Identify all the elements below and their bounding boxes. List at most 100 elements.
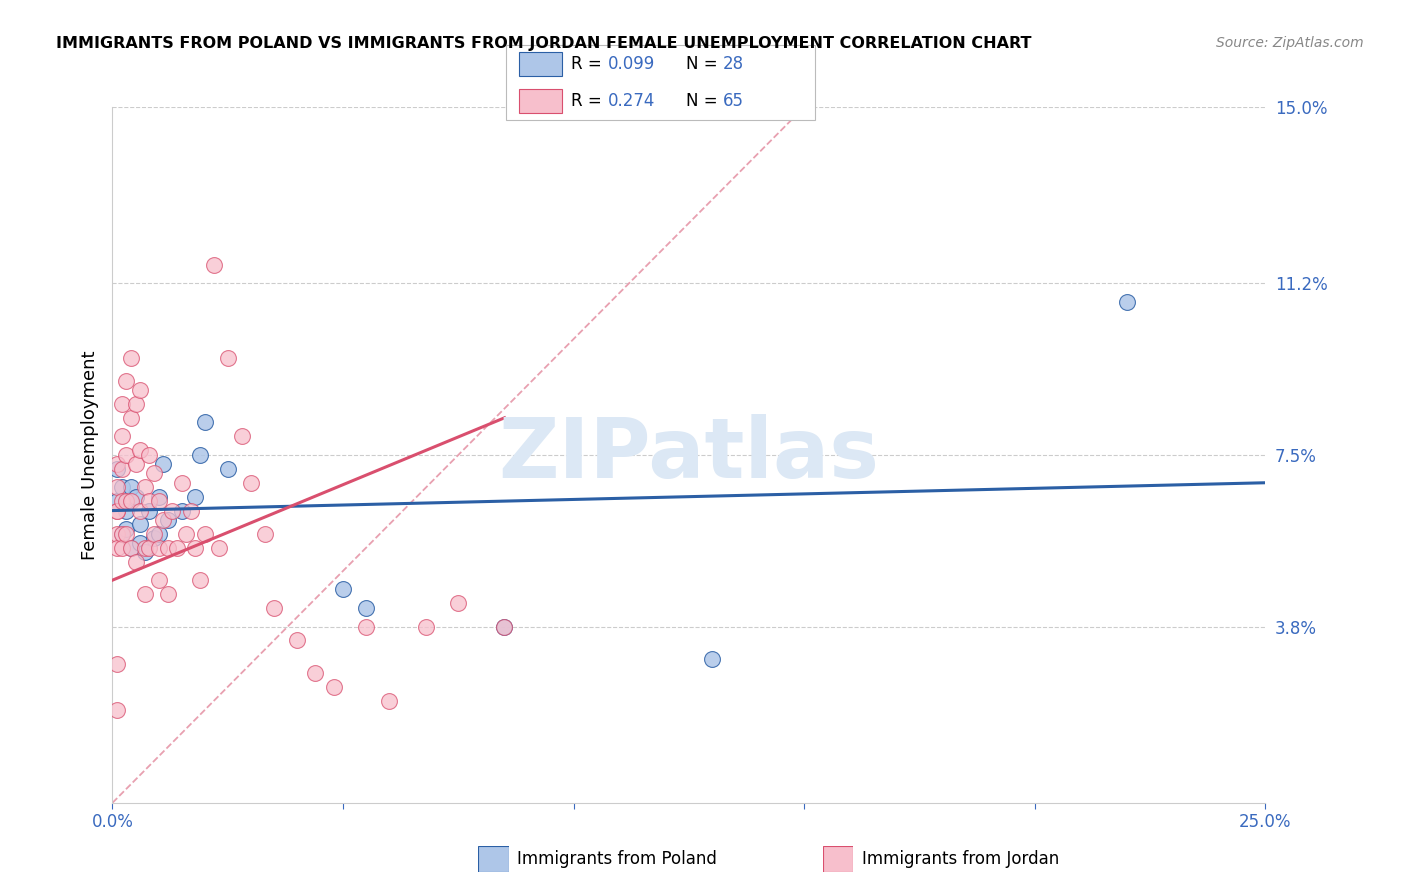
Text: ZIPatlas: ZIPatlas — [499, 415, 879, 495]
Point — [105, 494, 128, 508]
Point — [285, 633, 308, 648]
Point — [124, 457, 146, 471]
Point — [111, 397, 134, 411]
Point — [156, 541, 179, 555]
Point — [120, 541, 142, 555]
Point — [129, 503, 152, 517]
Point — [156, 513, 179, 527]
Point — [105, 703, 128, 717]
Point — [253, 526, 276, 541]
Text: Immigrants from Poland: Immigrants from Poland — [517, 850, 717, 868]
Point — [184, 541, 207, 555]
Point — [263, 601, 285, 615]
Point — [134, 545, 156, 559]
Point — [115, 522, 138, 536]
Text: 65: 65 — [723, 92, 744, 110]
Point — [111, 541, 134, 555]
Point — [111, 429, 134, 443]
Point — [124, 397, 146, 411]
Point — [184, 490, 207, 504]
Point — [105, 541, 128, 555]
Text: 0.274: 0.274 — [609, 92, 655, 110]
Point — [120, 494, 142, 508]
Point — [148, 526, 170, 541]
Point — [129, 536, 152, 550]
Bar — [519, 52, 562, 77]
Point — [124, 490, 146, 504]
Point — [115, 503, 138, 517]
Point — [415, 619, 437, 633]
Point — [148, 490, 170, 504]
Point — [148, 494, 170, 508]
Text: 28: 28 — [723, 55, 744, 73]
Point — [124, 555, 146, 569]
Point — [134, 587, 156, 601]
Point — [143, 526, 166, 541]
Point — [332, 582, 354, 597]
Point — [115, 526, 138, 541]
Point — [322, 680, 344, 694]
Bar — [519, 88, 562, 112]
Point — [194, 526, 217, 541]
Point — [143, 467, 166, 481]
Point — [494, 619, 516, 633]
Point — [105, 657, 128, 671]
Point — [111, 526, 134, 541]
Text: Immigrants from Jordan: Immigrants from Jordan — [862, 850, 1059, 868]
Point — [115, 494, 138, 508]
Text: 0.099: 0.099 — [609, 55, 655, 73]
Text: N =: N = — [686, 92, 723, 110]
FancyBboxPatch shape — [506, 45, 815, 120]
Point — [447, 596, 470, 610]
Point — [166, 541, 188, 555]
Point — [231, 429, 253, 443]
Text: R =: R = — [571, 92, 607, 110]
Point — [700, 652, 723, 666]
Point — [174, 526, 197, 541]
Point — [156, 587, 179, 601]
Point — [115, 374, 138, 388]
Point — [188, 448, 211, 462]
Point — [148, 573, 170, 587]
Point — [378, 694, 401, 708]
Point — [120, 351, 142, 365]
Point — [111, 462, 134, 476]
Point — [129, 517, 152, 532]
Point — [138, 541, 160, 555]
Text: IMMIGRANTS FROM POLAND VS IMMIGRANTS FROM JORDAN FEMALE UNEMPLOYMENT CORRELATION: IMMIGRANTS FROM POLAND VS IMMIGRANTS FRO… — [56, 36, 1032, 51]
Point — [194, 416, 217, 430]
Point — [105, 503, 128, 517]
Point — [143, 532, 166, 546]
Point — [120, 480, 142, 494]
Point — [207, 541, 229, 555]
Point — [105, 526, 128, 541]
Text: Source: ZipAtlas.com: Source: ZipAtlas.com — [1216, 36, 1364, 50]
Text: R =: R = — [571, 55, 607, 73]
Point — [129, 383, 152, 397]
Point — [354, 601, 377, 615]
Point — [162, 503, 184, 517]
Point — [105, 462, 128, 476]
Point — [202, 258, 225, 272]
Point — [217, 462, 239, 476]
Point — [152, 513, 174, 527]
Point — [494, 619, 516, 633]
Point — [180, 503, 202, 517]
Point — [188, 573, 211, 587]
Point — [1116, 294, 1139, 309]
Point — [105, 480, 128, 494]
Point — [152, 457, 174, 471]
Point — [111, 526, 134, 541]
Text: N =: N = — [686, 55, 723, 73]
Y-axis label: Female Unemployment: Female Unemployment — [80, 351, 98, 559]
Point — [217, 351, 239, 365]
Point — [115, 448, 138, 462]
Point — [138, 494, 160, 508]
Point — [105, 503, 128, 517]
Point — [134, 480, 156, 494]
Point — [354, 619, 377, 633]
Point — [120, 541, 142, 555]
Point — [138, 448, 160, 462]
Point — [138, 503, 160, 517]
Point — [105, 457, 128, 471]
